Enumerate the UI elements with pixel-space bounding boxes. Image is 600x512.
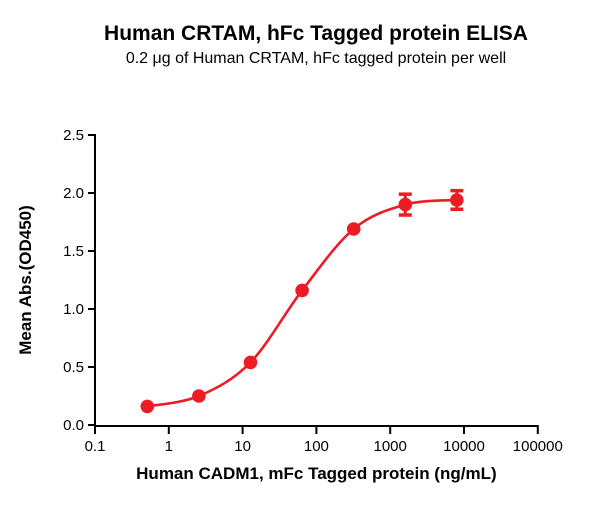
chart-title: Human CRTAM, hFc Tagged protein ELISA [104,22,528,45]
y-axis-label: Mean Abs.(OD450) [16,205,35,355]
x-tick-label: 10 [234,438,251,455]
data-point [192,389,206,403]
fit-curve [147,198,457,408]
data-point [346,222,361,236]
data-point [243,355,258,370]
chart-subtitle: 0.2 μg of Human CRTAM, hFc tagged protei… [125,50,507,67]
y-tick-label: 1.0 [63,301,84,318]
data-point [295,283,309,298]
y-tick-label: 0.0 [63,417,84,434]
x-tick-label: 1000 [374,438,407,455]
x-axis-label: Human CADM1, mFc Tagged protein (ng/mL) [136,464,496,483]
data-point [140,399,155,414]
x-tick-label: 100 [304,438,329,455]
data-point [450,193,464,207]
data-point [398,197,413,212]
y-tick-label: 2.5 [63,127,84,144]
y-tick-label: 0.5 [63,359,84,376]
y-tick-label: 2.0 [63,185,84,202]
y-tick-label: 1.5 [63,243,84,260]
x-tick-label: 10000 [443,438,485,455]
x-tick-label: 100000 [513,438,563,455]
x-tick-label: 1 [165,438,173,455]
x-tick-label: 0.1 [85,438,106,455]
